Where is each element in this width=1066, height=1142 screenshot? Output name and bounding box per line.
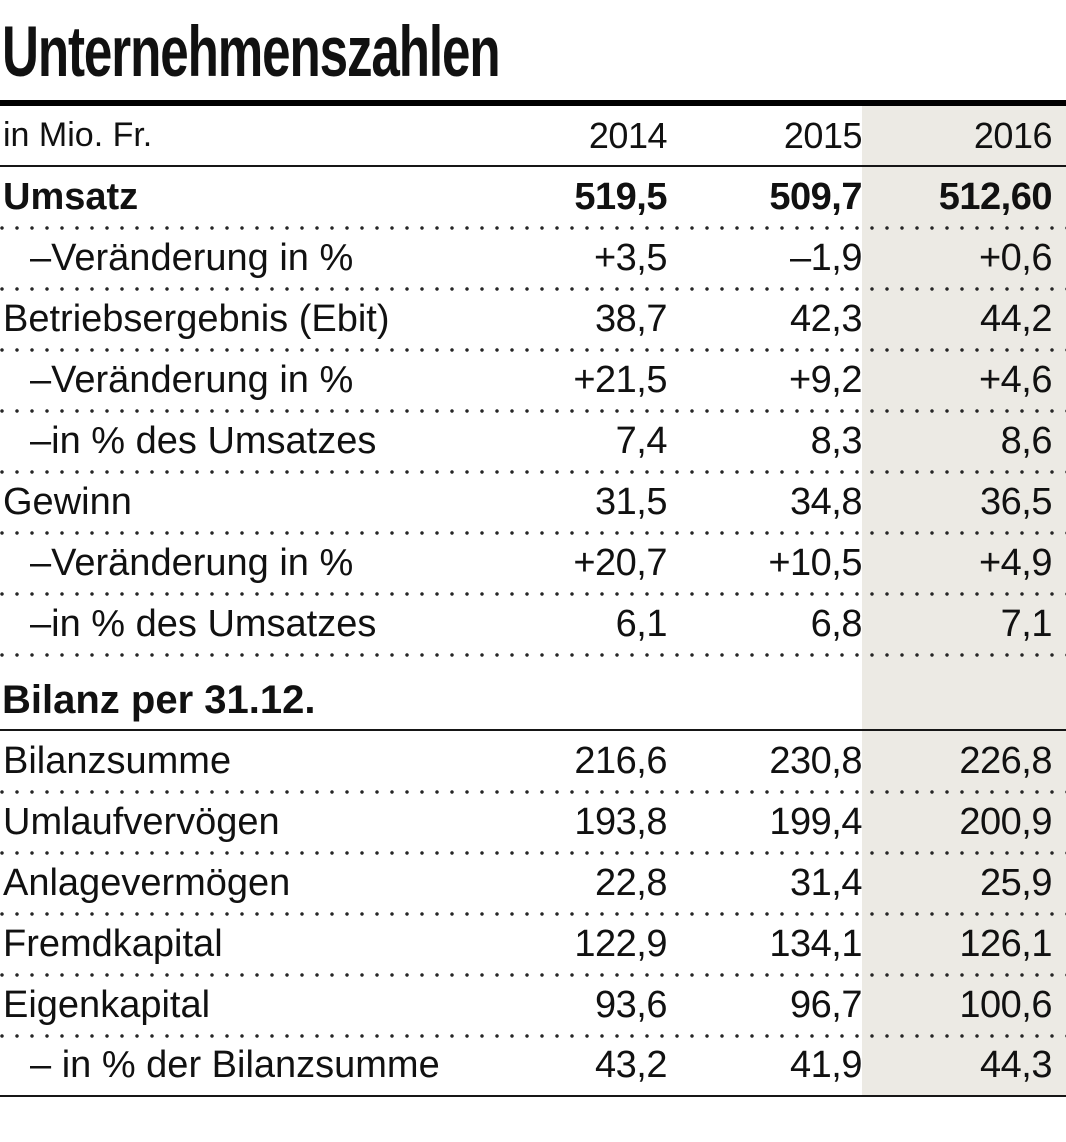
value-2016: 36,5: [862, 472, 1066, 533]
row-label: –Veränderung in %: [30, 542, 354, 584]
table-header-row: in Mio. Fr. 2014 2015 2016: [0, 100, 1066, 167]
row-label: Fremdkapital: [3, 923, 223, 965]
unit-label: in Mio. Fr.: [3, 116, 153, 154]
value-2015: 6,8: [810, 603, 863, 645]
value-2014: 22,8: [595, 862, 667, 904]
page-title: Unternehmenszahlen: [2, 13, 501, 92]
table-row-ebit-veraenderung: –Veränderung in % +21,5 +9,2 +4,6: [0, 350, 1066, 413]
value-2016: 44,3: [862, 1036, 1066, 1095]
section-heading: Bilanz per 31.12.: [2, 678, 316, 722]
value-2016: +4,6: [862, 350, 1066, 411]
value-2015: –1,9: [790, 237, 862, 279]
column-header-2016: 2016: [862, 106, 1066, 165]
value-2015: 134,1: [769, 923, 862, 965]
value-2016: 100,6: [862, 975, 1066, 1036]
table-row-gewinn: Gewinn 31,5 34,8 36,5: [0, 472, 1066, 535]
value-2014: 6,1: [615, 603, 668, 645]
row-label: Eigenkapital: [3, 984, 211, 1026]
column-header-2015: 2015: [783, 114, 863, 156]
value-2016: 7,1: [862, 594, 1066, 655]
value-2014: 193,8: [574, 801, 667, 843]
table-row-anlagevermoegen: Anlagevermögen 22,8 31,4 25,9: [0, 853, 1066, 916]
table-row-umlaufvermoegen: Umlaufvervögen 193,8 199,4 200,9: [0, 792, 1066, 855]
value-2016: 512,60: [862, 167, 1066, 228]
value-2015: +10,5: [768, 542, 862, 584]
value-2014: 216,6: [574, 740, 667, 782]
row-label: Umlaufvervögen: [3, 801, 280, 843]
value-2015: 230,8: [769, 740, 862, 782]
row-label: Anlagevermögen: [3, 862, 291, 904]
row-label: –Veränderung in %: [30, 237, 354, 279]
section-header-bilanz: Bilanz per 31.12.: [0, 655, 1066, 731]
value-2015: 96,7: [790, 984, 862, 1026]
value-2015: 8,3: [810, 420, 863, 462]
value-2014: +21,5: [573, 359, 667, 401]
row-label: – in % der Bilanzsumme: [30, 1044, 440, 1086]
table-row-bilanzsumme: Bilanzsumme 216,6 230,8 226,8: [0, 731, 1066, 794]
value-2014: 43,2: [595, 1044, 667, 1086]
table-row-eigenkapital: Eigenkapital 93,6 96,7 100,6: [0, 975, 1066, 1038]
table-row-gewinn-veraenderung: –Veränderung in % +20,7 +10,5 +4,9: [0, 533, 1066, 596]
value-2016: +0,6: [862, 228, 1066, 289]
value-2014: +3,5: [593, 237, 668, 279]
value-2014: 122,9: [574, 923, 667, 965]
value-2015: 34,8: [790, 481, 862, 523]
value-2016: +4,9: [862, 533, 1066, 594]
table-row-umsatz: Umsatz 519,5 509,7 512,60: [0, 167, 1066, 230]
table-row-umsatz-veraenderung: –Veränderung in % +3,5 –1,9 +0,6: [0, 228, 1066, 291]
value-2015: 199,4: [769, 801, 862, 843]
table-row-ek-quote: – in % der Bilanzsumme 43,2 41,9 44,3: [0, 1036, 1066, 1097]
value-2016: 25,9: [862, 853, 1066, 914]
table-row-gewinn-marge: –in % des Umsatzes 6,1 6,8 7,1: [0, 594, 1066, 657]
company-figures-table: in Mio. Fr. 2014 2015 2016 Umsatz 519,5 …: [0, 100, 1066, 1097]
row-label: Betriebsergebnis (Ebit): [3, 298, 390, 340]
row-label: Bilanzsumme: [3, 740, 232, 782]
value-2014: 93,6: [595, 984, 667, 1026]
highlight-band-spacer: [862, 655, 1066, 729]
value-2014: 38,7: [595, 298, 667, 340]
row-label: Umsatz: [3, 176, 139, 218]
row-label: –in % des Umsatzes: [30, 603, 377, 645]
row-label: Gewinn: [3, 481, 132, 523]
table-row-ebit: Betriebsergebnis (Ebit) 38,7 42,3 44,2: [0, 289, 1066, 352]
value-2016: 44,2: [862, 289, 1066, 350]
value-2015: 31,4: [790, 862, 862, 904]
value-2014: 31,5: [595, 481, 667, 523]
value-2016: 200,9: [862, 792, 1066, 853]
value-2014: 519,5: [574, 176, 667, 218]
value-2015: 42,3: [790, 298, 862, 340]
value-2015: 509,7: [769, 176, 862, 218]
table-row-ebit-marge: –in % des Umsatzes 7,4 8,3 8,6: [0, 411, 1066, 474]
row-label: –Veränderung in %: [30, 359, 354, 401]
value-2014: 7,4: [615, 420, 668, 462]
row-label: –in % des Umsatzes: [30, 420, 377, 462]
value-2015: 41,9: [790, 1044, 862, 1086]
value-2016: 226,8: [862, 731, 1066, 792]
value-2014: +20,7: [573, 542, 667, 584]
masthead: Unternehmenszahlen: [0, 0, 1066, 100]
value-2016: 8,6: [862, 411, 1066, 472]
value-2016: 126,1: [862, 914, 1066, 975]
column-header-2014: 2014: [588, 114, 668, 156]
value-2015: +9,2: [788, 359, 863, 401]
table-row-fremdkapital: Fremdkapital 122,9 134,1 126,1: [0, 914, 1066, 977]
